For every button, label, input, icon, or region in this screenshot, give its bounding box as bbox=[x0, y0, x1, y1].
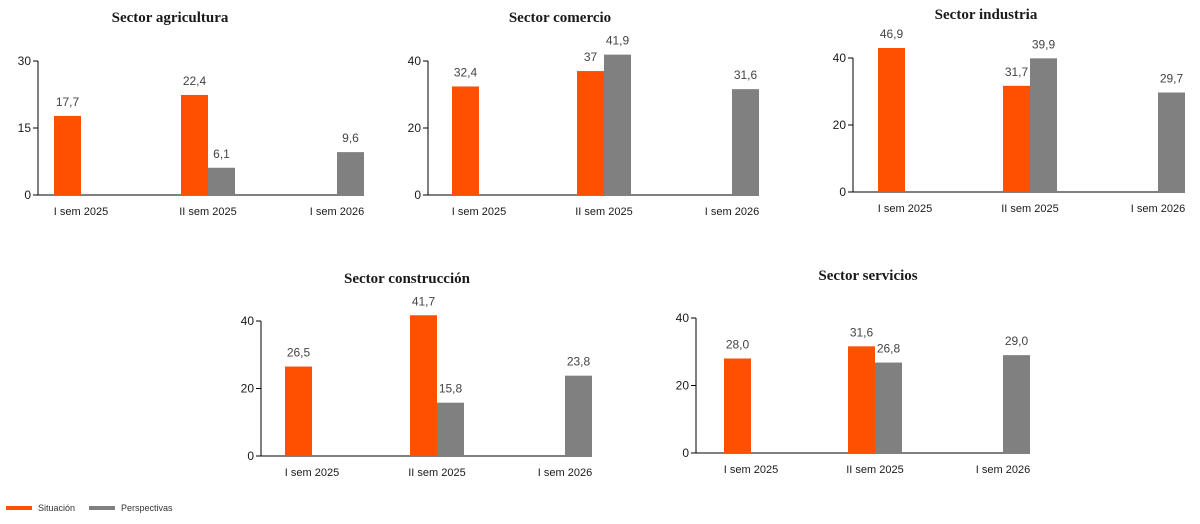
bar-situacion bbox=[452, 86, 479, 195]
data-label: 17,7 bbox=[56, 95, 80, 109]
bar-situacion bbox=[878, 48, 905, 192]
chart-5: Sector servicios 0 20 40 I sem 2025 II sem 20… bbox=[676, 268, 1031, 476]
legend-swatch-perspectivas bbox=[89, 506, 116, 510]
data-label: 26,5 bbox=[287, 346, 311, 360]
chart-2: Sector comercio 0 20 40 I sem 2025 II sem 202… bbox=[408, 10, 760, 218]
x-tick-label: I sem 2025 bbox=[285, 467, 339, 479]
bar-situacion bbox=[724, 358, 751, 453]
chart-title: Sector industria bbox=[935, 7, 1038, 23]
y-tick-label: 15 bbox=[18, 121, 32, 135]
x-tick-label: I sem 2026 bbox=[1131, 203, 1185, 215]
data-label: 41,9 bbox=[606, 34, 630, 48]
data-label: 22,4 bbox=[183, 74, 207, 88]
y-tick-label: 30 bbox=[18, 54, 32, 68]
y-tick-label: 0 bbox=[247, 449, 254, 463]
legend-label-situacion: Situación bbox=[38, 503, 76, 513]
bar-perspectivas bbox=[604, 54, 631, 196]
bar-situacion bbox=[848, 346, 875, 453]
bar-situacion bbox=[577, 71, 604, 195]
data-label: 31,7 bbox=[1005, 65, 1029, 79]
bar-situacion bbox=[285, 366, 312, 456]
data-label: 9,6 bbox=[342, 131, 359, 145]
data-label: 31,6 bbox=[850, 325, 874, 339]
bar-perspectivas bbox=[208, 167, 235, 195]
x-tick-label: II sem 2025 bbox=[575, 206, 632, 218]
x-tick-label: I sem 2025 bbox=[724, 464, 778, 476]
data-label: 26,8 bbox=[877, 342, 901, 356]
chart-title: Sector servicios bbox=[818, 268, 917, 284]
legend: Situación Perspectivas bbox=[6, 503, 187, 513]
chart-title: Sector agricultura bbox=[112, 10, 229, 26]
data-label: 39,9 bbox=[1032, 37, 1056, 51]
y-tick-label: 0 bbox=[414, 188, 421, 202]
data-label: 41,7 bbox=[412, 294, 436, 308]
bar-situacion bbox=[54, 115, 81, 195]
y-tick-label: 40 bbox=[676, 311, 690, 325]
legend-swatch-situacion bbox=[6, 506, 32, 510]
data-label: 28,0 bbox=[726, 338, 750, 352]
legend-label-perspectivas: Perspectivas bbox=[121, 503, 173, 513]
bar-situacion bbox=[1003, 85, 1030, 192]
chart-1: Sector agricultura 0 15 30 I sem 2025 II sem … bbox=[18, 10, 365, 218]
y-tick-label: 40 bbox=[241, 314, 255, 328]
bar-perspectivas bbox=[875, 362, 902, 453]
data-label: 37 bbox=[584, 50, 598, 64]
bar-situacion bbox=[410, 315, 437, 456]
x-tick-label: I sem 2026 bbox=[705, 206, 759, 218]
x-tick-label: I sem 2026 bbox=[538, 467, 592, 479]
legend-item-perspectivas: Perspectivas bbox=[89, 503, 173, 513]
x-tick-label: II sem 2025 bbox=[1001, 203, 1058, 215]
chart-title: Sector construcción bbox=[344, 271, 471, 287]
bar-perspectivas bbox=[437, 402, 464, 456]
data-label: 46,9 bbox=[880, 27, 904, 41]
data-label: 32,4 bbox=[454, 65, 478, 79]
y-tick-label: 40 bbox=[833, 51, 847, 65]
bar-perspectivas bbox=[337, 152, 364, 195]
y-tick-label: 40 bbox=[408, 54, 422, 68]
bar-perspectivas bbox=[732, 89, 759, 195]
chart-title: Sector comercio bbox=[509, 10, 611, 26]
x-tick-label: II sem 2025 bbox=[846, 464, 903, 476]
x-tick-label: II sem 2025 bbox=[408, 467, 465, 479]
x-tick-label: I sem 2026 bbox=[976, 464, 1030, 476]
data-label: 15,8 bbox=[439, 382, 463, 396]
y-tick-label: 20 bbox=[676, 379, 690, 393]
data-label: 29,0 bbox=[1005, 334, 1029, 348]
bar-perspectivas bbox=[1158, 92, 1185, 192]
bar-perspectivas bbox=[565, 375, 592, 456]
data-label: 6,1 bbox=[213, 147, 230, 161]
data-label: 23,8 bbox=[567, 355, 591, 369]
chart-4: Sector construcción 0 20 40 I sem 2025 II sem… bbox=[241, 271, 593, 479]
y-tick-label: 20 bbox=[408, 121, 422, 135]
chart-3: Sector industria 0 20 40 I sem 2025 II sem 20… bbox=[833, 7, 1186, 215]
x-tick-label: I sem 2025 bbox=[878, 203, 932, 215]
x-tick-label: I sem 2025 bbox=[452, 206, 506, 218]
y-tick-label: 0 bbox=[24, 188, 31, 202]
legend-item-situacion: Situación bbox=[6, 503, 75, 513]
y-tick-label: 0 bbox=[682, 446, 689, 460]
bar-situacion bbox=[181, 94, 208, 195]
x-tick-label: I sem 2025 bbox=[54, 206, 108, 218]
bar-perspectivas bbox=[1030, 58, 1057, 193]
x-tick-label: II sem 2025 bbox=[179, 206, 236, 218]
x-tick-label: I sem 2026 bbox=[310, 206, 364, 218]
y-tick-label: 20 bbox=[833, 118, 847, 132]
data-label: 31,6 bbox=[734, 68, 758, 82]
data-label: 29,7 bbox=[1160, 72, 1184, 86]
bar-perspectivas bbox=[1003, 355, 1030, 453]
y-tick-label: 0 bbox=[839, 185, 846, 199]
y-tick-label: 20 bbox=[241, 382, 255, 396]
